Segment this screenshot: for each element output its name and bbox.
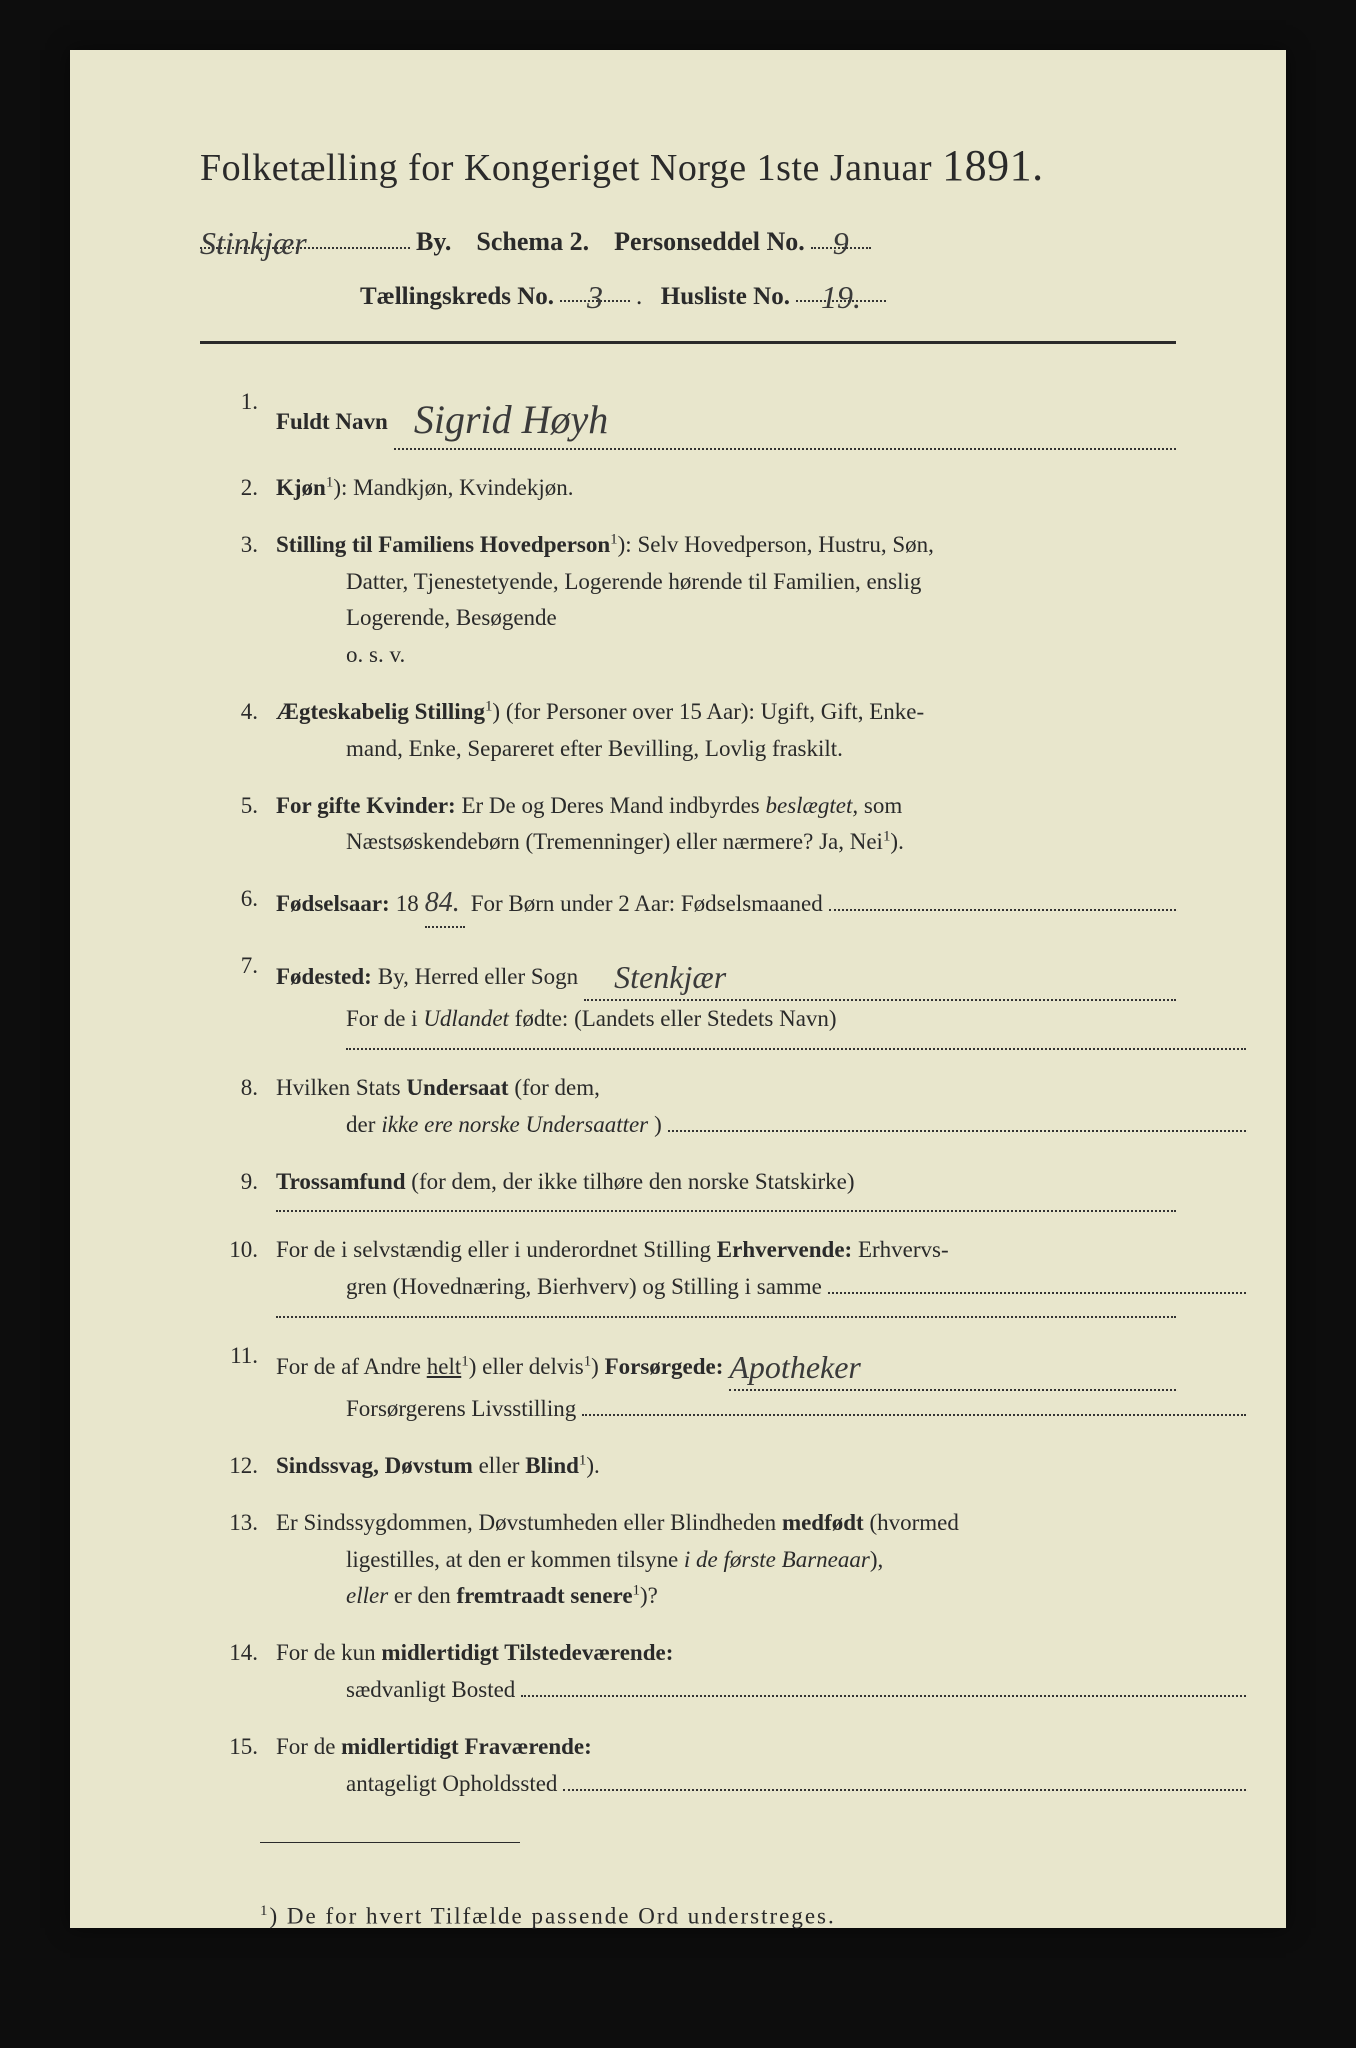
entry-2: 2. Kjøn1): Mandkjøn, Kvindekjøn. xyxy=(200,470,1176,507)
personseddel-field: 9 xyxy=(811,221,871,249)
entry-1: 1. Fuldt Navn Sigrid Høyh xyxy=(200,384,1176,450)
kreds-value: 3 xyxy=(587,279,603,315)
document-title: Folketælling for Kongeriget Norge 1ste J… xyxy=(200,140,1176,191)
entry-num: 11. xyxy=(200,1338,276,1428)
entry-6-label: Fødselsaar: xyxy=(276,886,390,923)
entry-num: 15. xyxy=(200,1729,276,1803)
entry-11: 11. For de af Andre helt1) eller delvis1… xyxy=(200,1338,1176,1428)
occupation-field-2 xyxy=(276,1316,1176,1318)
footnote: 1) De for hvert Tilfælde passende Ord un… xyxy=(260,1903,1176,1930)
husliste-label: Husliste No. xyxy=(661,283,790,311)
entry-12: 12. Sindssvag, Døvstum eller Blind1). xyxy=(200,1448,1176,1485)
entry-14: 14. For de kun midlertidigt Tilstedevære… xyxy=(200,1635,1176,1709)
page-frame: Folketælling for Kongeriget Norge 1ste J… xyxy=(0,0,1356,2048)
entry-15: 15. For de midlertidigt Fraværende: anta… xyxy=(200,1729,1176,1803)
footnote-rule xyxy=(260,1842,520,1843)
title-year: 1891. xyxy=(942,141,1044,190)
entry-1-field: Sigrid Høyh xyxy=(394,384,1176,450)
entry-num: 10. xyxy=(200,1232,276,1318)
entry-7: 7. Fødested: By, Herred eller Sogn Stenk… xyxy=(200,948,1176,1050)
usual-residence-field xyxy=(521,1695,1246,1697)
occupation-field-1 xyxy=(828,1292,1246,1294)
entry-num: 13. xyxy=(200,1505,276,1615)
city-suffix: By. xyxy=(416,227,451,257)
entry-num: 14. xyxy=(200,1635,276,1709)
provider-field: Apotheker xyxy=(729,1338,1176,1391)
entry-1-label: Fuldt Navn xyxy=(276,404,388,441)
entry-9: 9. Trossamfund (for dem, der ikke tilhør… xyxy=(200,1164,1176,1213)
entry-3-label: Stilling til Familiens Hovedperson xyxy=(276,532,610,557)
footnote-text: ) De for hvert Tilfælde passende Ord und… xyxy=(269,1904,835,1929)
foreign-birthplace-field xyxy=(346,1048,1246,1050)
entry-num: 6. xyxy=(200,881,276,928)
entry-num: 12. xyxy=(200,1448,276,1485)
husliste-value: 19. xyxy=(821,279,861,315)
schema-label: Schema 2. xyxy=(476,227,589,257)
entry-7-label: Fødested: xyxy=(276,959,372,996)
entry-num: 5. xyxy=(200,788,276,862)
entries-list: 1. Fuldt Navn Sigrid Høyh 2. Kjøn1): Man… xyxy=(200,384,1176,1802)
birth-month-field xyxy=(829,909,1176,911)
entry-8: 8. Hvilken Stats Undersaat (for dem, der… xyxy=(200,1070,1176,1144)
entry-num: 4. xyxy=(200,694,276,768)
birth-year-value: 84. xyxy=(425,881,465,928)
entry-13: 13. Er Sindssygdommen, Døvstumheden elle… xyxy=(200,1505,1176,1615)
personseddel-value: 9 xyxy=(833,225,849,261)
religion-field xyxy=(276,1210,1176,1212)
entry-12-label: Sindssvag, Døvstum xyxy=(276,1453,473,1478)
provider-value: Apotheker xyxy=(729,1349,861,1385)
city-field: Stinkjær xyxy=(200,221,410,249)
paper-document: Folketælling for Kongeriget Norge 1ste J… xyxy=(70,50,1286,1928)
entry-9-label: Trossamfund xyxy=(276,1169,406,1194)
entry-num: 3. xyxy=(200,527,276,674)
entry-5-label: For gifte Kvinder: xyxy=(276,793,456,818)
kreds-field: 3 xyxy=(560,275,630,302)
entry-2-label: Kjøn xyxy=(276,475,326,500)
entry-num: 2. xyxy=(200,470,276,507)
header-line-2: Stinkjær By. Schema 2. Personseddel No. … xyxy=(200,221,1176,257)
city-handwritten: Stinkjær xyxy=(200,225,307,261)
entry-6: 6. Fødselsaar: 1884. For Børn under 2 Aa… xyxy=(200,881,1176,928)
entry-num: 9. xyxy=(200,1164,276,1213)
entry-num: 8. xyxy=(200,1070,276,1144)
entry-4-label: Ægteskabelig Stilling xyxy=(276,699,485,724)
birthplace-field: Stenkjær xyxy=(584,948,1176,1001)
husliste-field: 19. xyxy=(796,275,886,302)
whereabouts-field xyxy=(563,1789,1246,1791)
entry-num: 7. xyxy=(200,948,276,1050)
birthplace-value: Stenkjær xyxy=(614,959,726,995)
header-line-3: Tællingskreds No. 3 . Husliste No. 19. xyxy=(360,275,1176,311)
entry-2-rest: ): Mandkjøn, Kvindekjøn. xyxy=(333,475,573,500)
kreds-label: Tællingskreds No. xyxy=(360,283,554,311)
entry-1-value: Sigrid Høyh xyxy=(414,397,608,442)
entry-10: 10. For de i selvstændig eller i underor… xyxy=(200,1232,1176,1318)
entry-num: 1. xyxy=(200,384,276,450)
citizenship-field xyxy=(668,1130,1246,1132)
horizontal-rule xyxy=(200,341,1176,344)
personseddel-label: Personseddel No. xyxy=(614,227,805,257)
provider-occupation-field xyxy=(582,1414,1246,1416)
entry-4: 4. Ægteskabelig Stilling1) (for Personer… xyxy=(200,694,1176,768)
entry-5: 5. For gifte Kvinder: Er De og Deres Man… xyxy=(200,788,1176,862)
entry-3: 3. Stilling til Familiens Hovedperson1):… xyxy=(200,527,1176,674)
title-prefix: Folketælling for Kongeriget Norge 1ste J… xyxy=(200,147,932,189)
